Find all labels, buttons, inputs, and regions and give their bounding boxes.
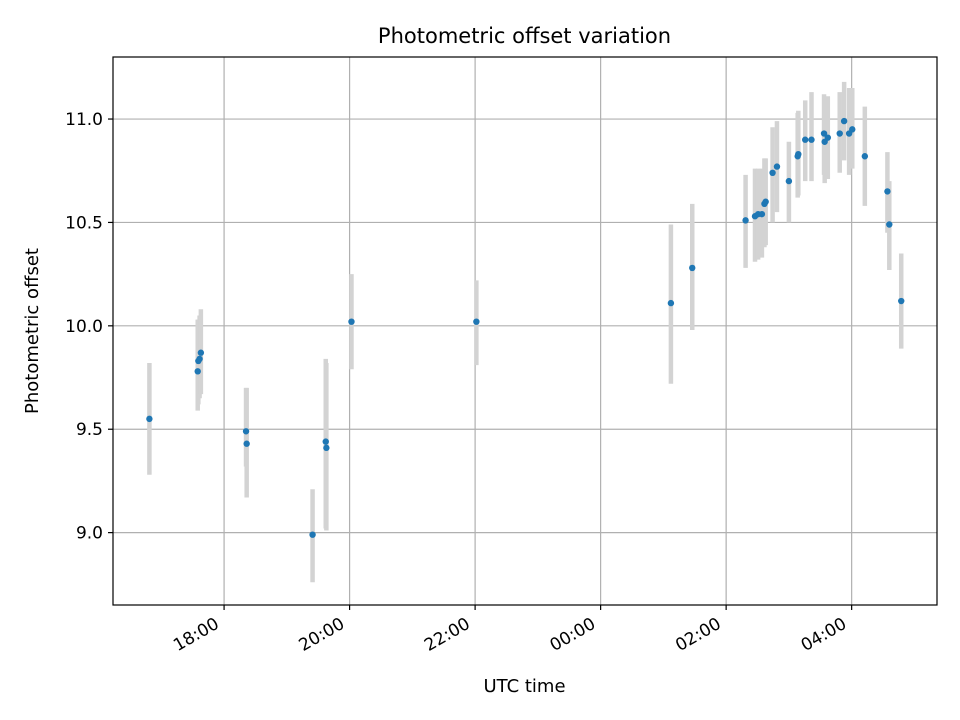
data-point [667, 299, 675, 307]
data-point [820, 130, 828, 137]
y-tick-label: 10.0 [65, 317, 103, 337]
data-point [322, 438, 329, 445]
data-point [309, 531, 316, 538]
data-point [808, 136, 815, 143]
data-point [742, 217, 749, 224]
data-point [473, 318, 480, 325]
data-point [762, 198, 769, 205]
data-point [886, 221, 893, 228]
y-tick-label: 9.5 [76, 420, 103, 440]
data-point [795, 150, 802, 158]
data-point [802, 136, 809, 143]
data-point [898, 297, 905, 305]
data-point [323, 444, 330, 452]
data-point [689, 264, 696, 272]
data-point [785, 177, 793, 185]
y-tick-label: 11.0 [65, 110, 103, 130]
y-tick-label: 10.5 [65, 213, 103, 233]
data-point [861, 153, 869, 160]
data-point [769, 169, 776, 177]
data-points [146, 117, 905, 538]
data-point [196, 355, 203, 363]
chart-title: Photometric offset variation [378, 24, 671, 48]
data-point [242, 428, 250, 435]
data-point [194, 368, 201, 375]
y-axis-label: Photometric offset [22, 248, 43, 414]
data-point [840, 117, 848, 125]
data-point [146, 415, 153, 423]
data-point [884, 188, 891, 195]
data-point [197, 349, 205, 356]
plot-frame [112, 56, 938, 606]
data-point [243, 440, 250, 447]
data-point [773, 163, 781, 170]
y-tick-label: 9.0 [76, 524, 103, 544]
data-point [758, 210, 766, 218]
data-point [849, 126, 856, 133]
data-point [348, 318, 355, 325]
data-point [836, 130, 843, 137]
data-point [824, 134, 832, 141]
x-axis-label: UTC time [483, 676, 565, 697]
